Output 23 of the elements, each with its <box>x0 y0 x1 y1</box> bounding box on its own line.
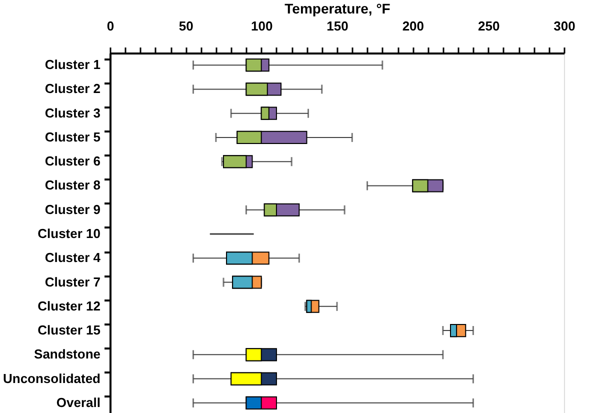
y-tick-label: Cluster 9 <box>44 202 100 217</box>
y-tick-label: Cluster 8 <box>44 178 100 193</box>
x-axis-title: Temperature, °F <box>284 0 391 16</box>
y-tick-label: Sandstone <box>34 346 100 362</box>
y-tick-label: Unconsolidated <box>2 370 101 386</box>
x-tick-label: 300 <box>554 18 576 34</box>
y-tick-label: Cluster 5 <box>44 129 100 144</box>
x-tick-label: 50 <box>178 18 194 34</box>
y-tick-label: Cluster 2 <box>44 81 100 96</box>
x-tick-label: 200 <box>402 18 424 34</box>
x-tick-label: 100 <box>250 18 273 34</box>
y-tick-label: Cluster 7 <box>44 274 100 290</box>
y-tick-label: Cluster 4 <box>44 250 102 266</box>
y-tick-label: Overall <box>56 394 100 410</box>
y-tick-label: Cluster 10 <box>38 226 100 241</box>
y-tick-label: Cluster 6 <box>44 154 100 169</box>
x-tick-label: 0 <box>106 18 114 34</box>
y-tick-label: Cluster 3 <box>44 105 100 120</box>
y-tick-label: Cluster 12 <box>38 298 100 314</box>
x-tick-label: 150 <box>326 18 348 34</box>
x-tick-label: 250 <box>478 18 500 34</box>
y-tick-label: Cluster 1 <box>44 57 100 72</box>
y-tick-label: Cluster 15 <box>38 322 100 338</box>
